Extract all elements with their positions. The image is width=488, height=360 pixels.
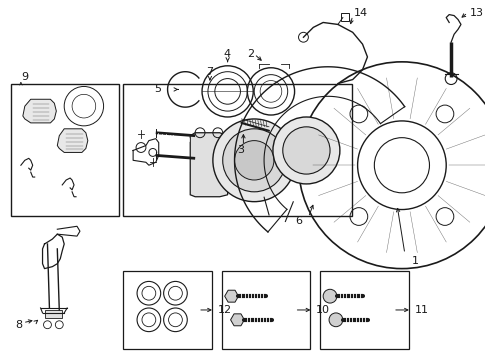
Circle shape	[272, 117, 339, 184]
Text: 14: 14	[353, 8, 367, 18]
Bar	[221, 271, 310, 349]
Text: 5: 5	[153, 84, 161, 94]
Bar	[340, 13, 348, 21]
Polygon shape	[57, 129, 88, 152]
Text: 9: 9	[21, 72, 28, 82]
Bar	[11, 84, 119, 216]
Polygon shape	[23, 99, 56, 123]
Circle shape	[212, 119, 295, 202]
Text: 13: 13	[469, 8, 483, 18]
Bar	[44, 310, 62, 318]
Text: 11: 11	[414, 305, 428, 315]
Circle shape	[323, 289, 336, 303]
Circle shape	[222, 129, 285, 192]
Text: 12: 12	[217, 305, 231, 315]
Circle shape	[234, 141, 273, 180]
Text: 3: 3	[237, 145, 244, 156]
Text: 6: 6	[295, 216, 302, 226]
Text: 8: 8	[16, 320, 23, 330]
Text: 7: 7	[205, 67, 213, 77]
Circle shape	[328, 313, 342, 327]
Text: 1: 1	[411, 256, 418, 266]
Text: 2: 2	[247, 49, 254, 59]
Polygon shape	[190, 133, 227, 197]
Text: 4: 4	[223, 49, 230, 59]
Bar	[123, 84, 351, 216]
Bar	[320, 271, 408, 349]
Circle shape	[282, 127, 329, 174]
Text: 10: 10	[316, 305, 329, 315]
Bar	[123, 271, 211, 349]
